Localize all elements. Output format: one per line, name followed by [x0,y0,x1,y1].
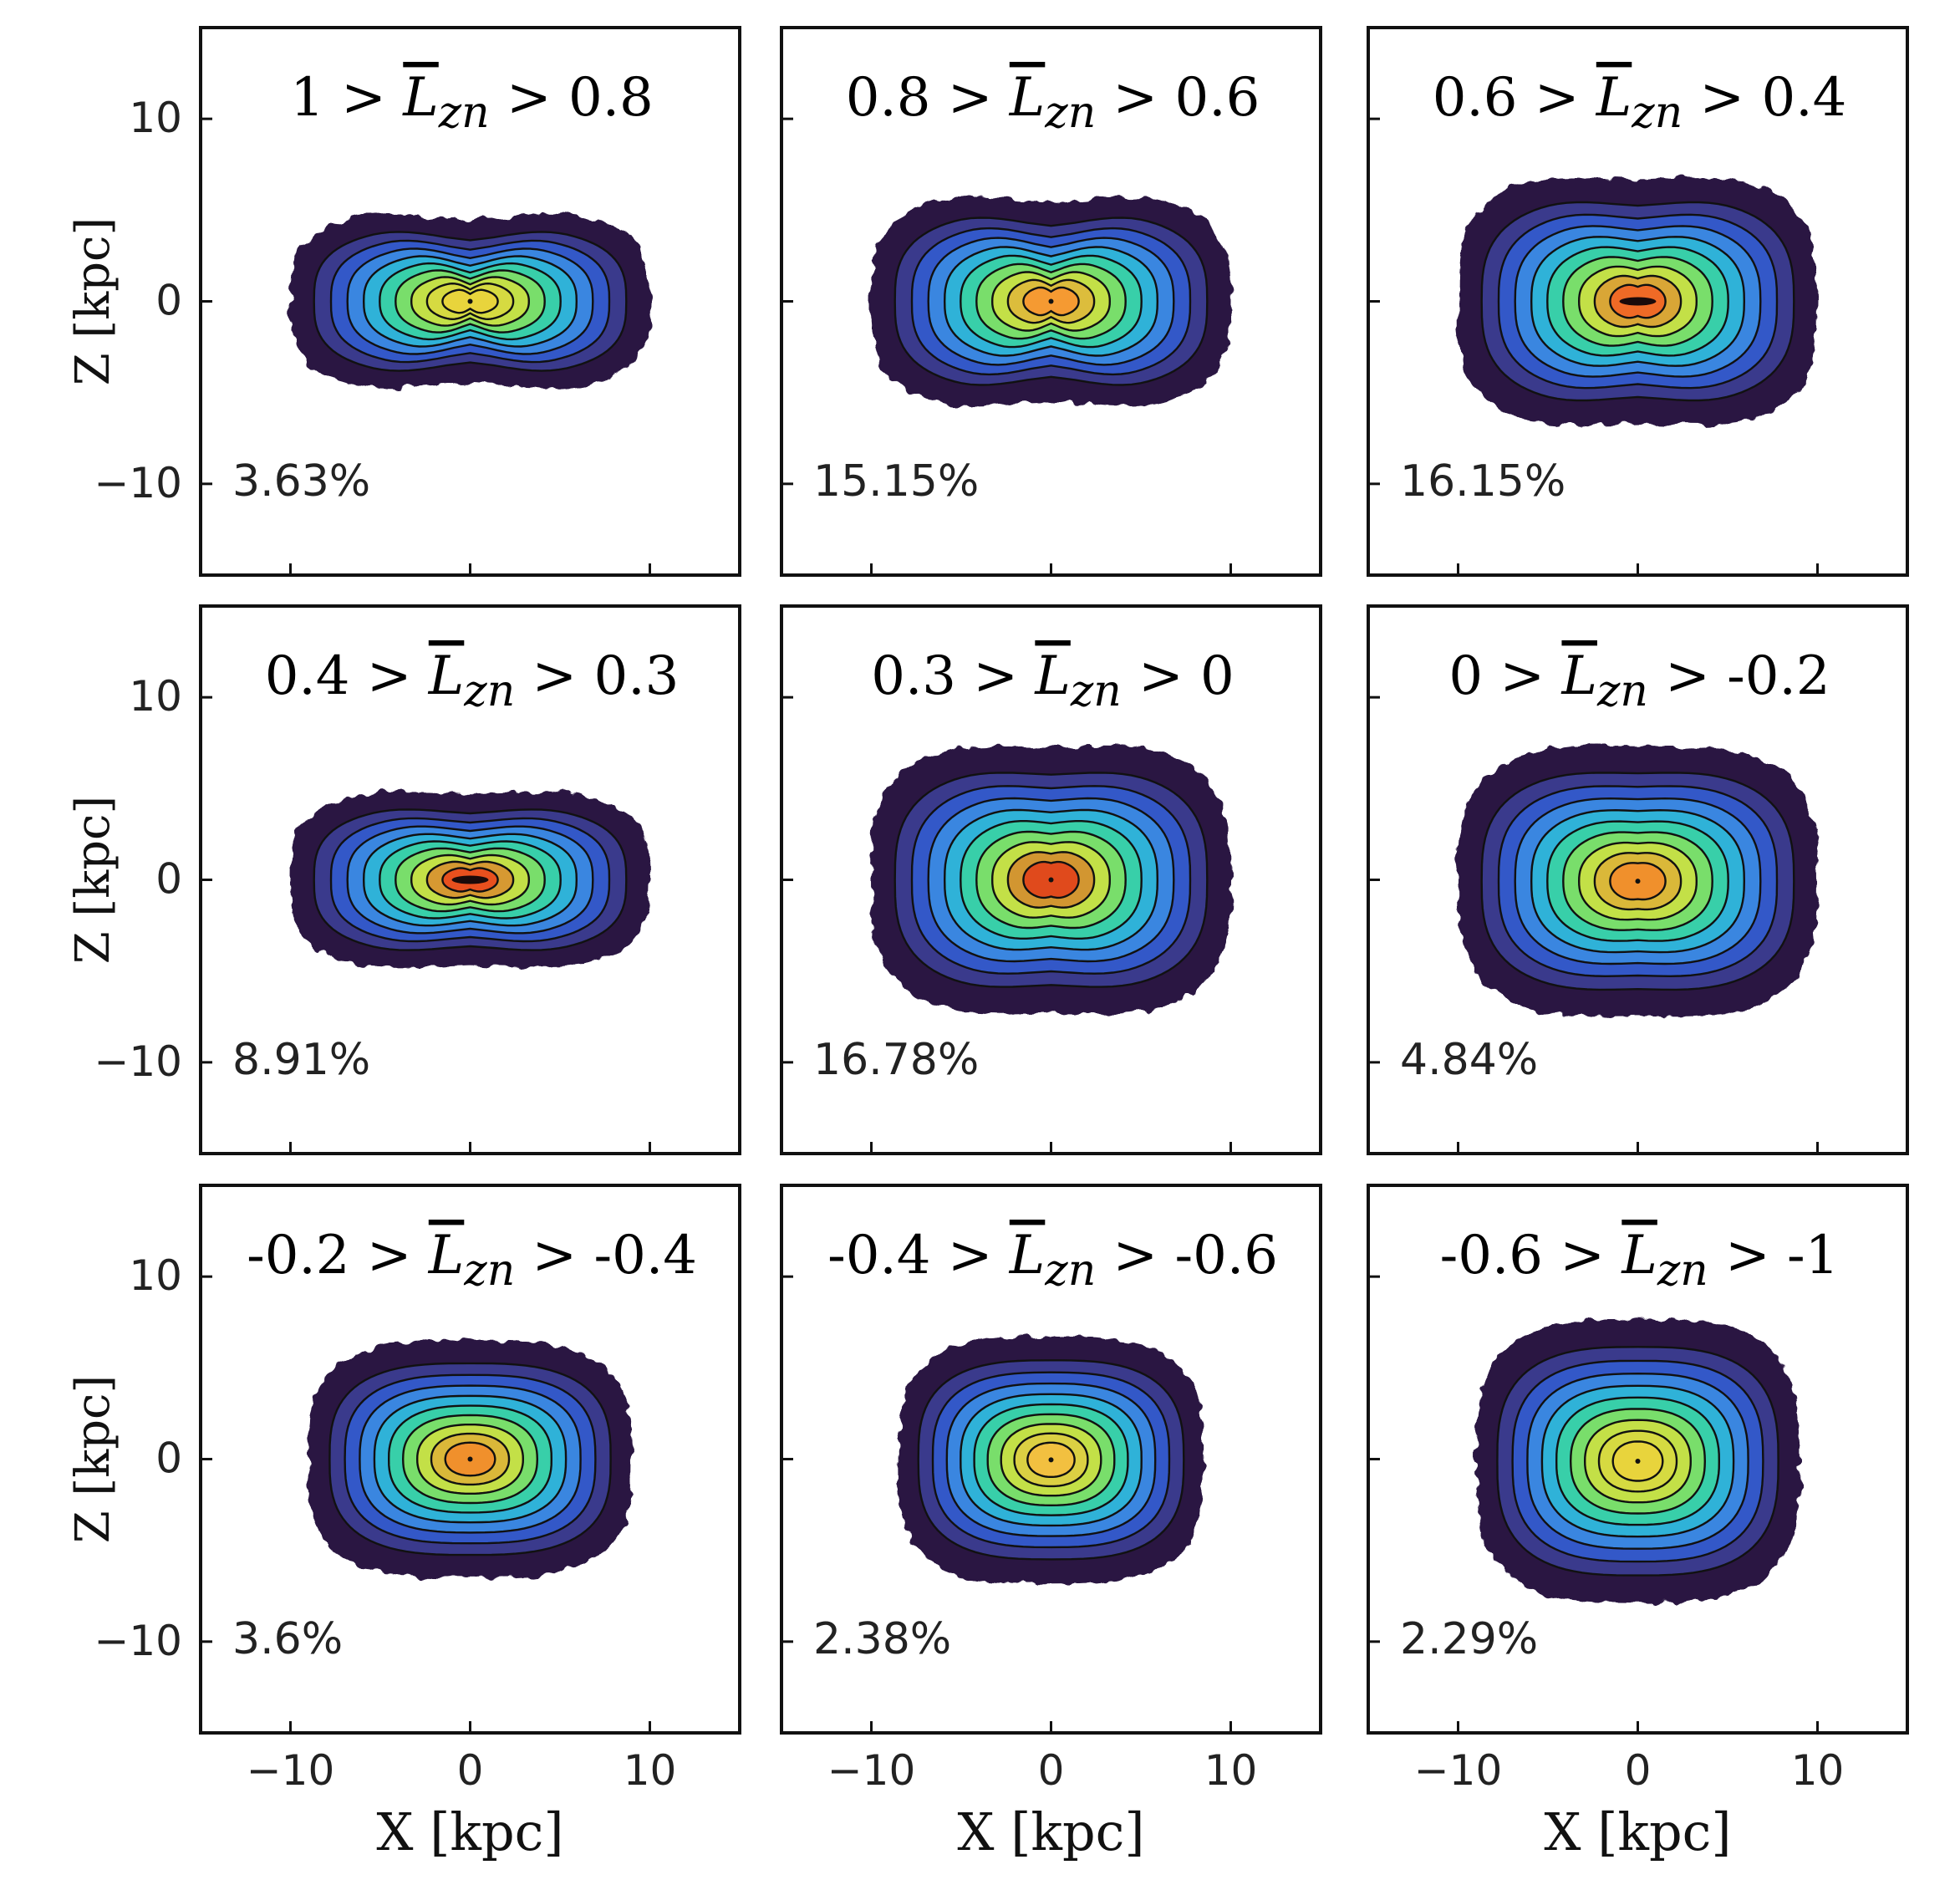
core-marker [451,875,489,884]
fraction-label: 3.6% [232,1614,343,1664]
panel-1: −10 0 10 Z [kpc] 3.63% 1 > Lzn > 0.8 [66,26,741,577]
core-marker [1619,297,1657,306]
panel-6: 4.84% 0 > Lzn > -0.2 [1367,604,1909,1155]
panel-title: 0.4 > Lzn > 0.3 [265,645,680,716]
density-map [290,214,650,389]
core-dot [1048,298,1054,304]
x-tick-label: 0 [1038,1746,1065,1795]
density-map [871,746,1231,1014]
y-tick-label: 10 [129,94,182,142]
core-dot [467,1456,473,1462]
y-tick-label: 0 [155,1434,182,1483]
core-dot [1635,1458,1641,1464]
panel-3: 16.15% 0.6 > Lzn > 0.4 [1367,26,1909,577]
panel-title: -0.4 > Lzn > -0.6 [827,1225,1278,1296]
density-map [871,196,1231,406]
panel-7: −10 0 10 −10 0 10 Z [kpc] X [kpc] 3.6% -0.2 > Lzn… [66,1184,741,1862]
x-tick-label: −10 [827,1746,916,1795]
panel-title: 1 > Lzn > 0.8 [290,67,654,138]
panel-2: 15.15% 0.8 > Lzn > 0.6 [780,26,1322,577]
panel-title: 0.3 > Lzn > 0 [871,645,1235,716]
y-tick-label: 0 [155,855,182,904]
x-tick-label: −10 [247,1746,335,1795]
x-tick-label: −10 [1414,1746,1503,1795]
panel-title: 0.8 > Lzn > 0.6 [846,67,1260,138]
density-map [290,792,650,968]
panels-group: −10 0 10 Z [kpc] 3.63% 1 > Lzn > 0.8 15.15% 0.8… [66,26,1909,1862]
fraction-label: 2.29% [1400,1614,1538,1664]
x-tick-label: 0 [1625,1746,1652,1795]
core-dot [1048,1457,1054,1463]
y-tick-label: 0 [155,277,182,325]
y-tick-label: −10 [94,1617,182,1665]
panel-title: 0.6 > Lzn > 0.4 [1433,67,1847,138]
fraction-label: 15.15% [813,456,979,507]
x-tick-label: 10 [1204,1746,1258,1795]
y-tick-label: 10 [129,1251,182,1300]
panel-8: −10 0 10 X [kpc] 2.38% -0.4 > Lzn > -0.6 [780,1184,1322,1862]
density-map [1458,746,1818,1016]
panel-9: −10 0 10 X [kpc] 2.29% -0.6 > Lzn > -1 [1367,1184,1909,1862]
fraction-label: 2.38% [813,1614,951,1664]
y-tick-label: 10 [129,672,182,721]
x-tick-label: 10 [1791,1746,1845,1795]
fraction-label: 16.15% [1400,456,1565,507]
core-dot [1635,879,1641,884]
x-axis-title: X [kpc] [376,1801,563,1862]
density-map [1476,1319,1800,1603]
density-map [1458,177,1818,425]
y-tick-label: −10 [94,1037,182,1086]
x-tick-label: 0 [457,1746,484,1795]
y-axis-title: Z [kpc] [66,217,120,386]
x-axis-title: X [kpc] [1544,1801,1731,1862]
density-map [308,1340,632,1578]
panel-title: -0.2 > Lzn > -0.4 [247,1225,697,1296]
panel-4: −10 0 10 Z [kpc] 8.91% 0.4 > Lzn > 0.3 [66,604,741,1155]
panel-5: 16.78% 0.3 > Lzn > 0 [780,604,1322,1155]
fraction-label: 16.78% [813,1035,979,1085]
y-axis-title: Z [kpc] [66,1375,120,1544]
fraction-label: 3.63% [232,456,370,507]
y-tick-label: −10 [94,459,182,507]
x-tick-label: 10 [624,1746,677,1795]
density-map [898,1336,1204,1583]
core-dot [1048,877,1054,883]
fraction-label: 4.84% [1400,1035,1538,1085]
core-dot [467,298,473,304]
y-axis-title: Z [kpc] [66,796,120,965]
panel-title: 0 > Lzn > -0.2 [1448,645,1830,716]
panel-title: -0.6 > Lzn > -1 [1440,1225,1840,1296]
fraction-label: 8.91% [232,1035,370,1085]
x-axis-title: X [kpc] [957,1801,1144,1862]
